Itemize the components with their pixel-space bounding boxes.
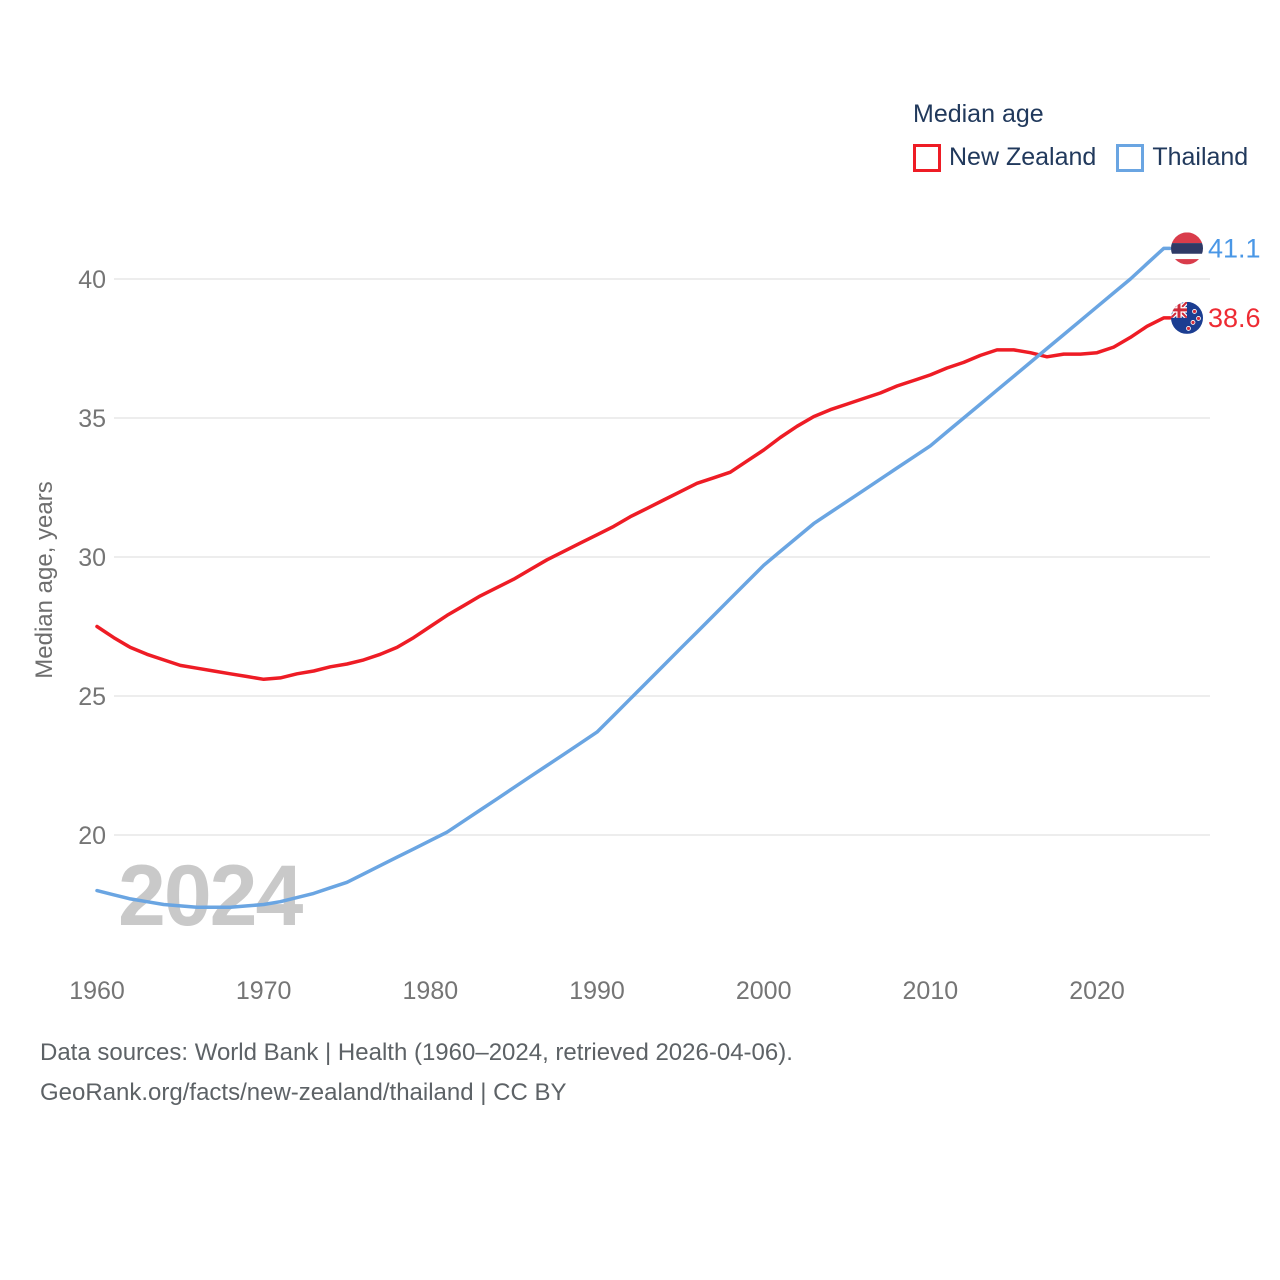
footer-attribution-link: GeoRank.org/facts/new-zealand/thailand |…: [40, 1079, 567, 1106]
thailand-flag-icon: [1171, 232, 1203, 265]
thailand-line: [95, 246, 1172, 910]
new-zealand-flag-icon: [1171, 301, 1203, 334]
footer: Data sources: World Bank | Health (1960–…: [40, 1033, 793, 1113]
y-tick-label-30: 30: [78, 544, 106, 572]
legend-label-new-zealand: New Zealand: [949, 143, 1097, 171]
legend-items: New Zealand Thailand: [913, 143, 1248, 172]
x-tick-label-2020: 2020: [1069, 977, 1125, 1005]
x-tick-label-1980: 1980: [403, 977, 459, 1005]
legend-item-new-zealand[interactable]: New Zealand: [913, 143, 1096, 172]
y-tick-label-20: 20: [78, 822, 106, 850]
thailand-color-swatch: [1116, 143, 1145, 172]
new-zealand-line: [95, 316, 1172, 682]
new-zealand-color-swatch: [913, 143, 941, 172]
legend: Median age New Zealand Thailand: [913, 100, 1248, 172]
y-axis-title: Median age, years: [31, 481, 58, 678]
y-tick-label-25: 25: [78, 683, 106, 711]
x-tick-label-1960: 1960: [69, 977, 125, 1005]
x-tick-label-2000: 2000: [736, 977, 792, 1005]
legend-item-thailand[interactable]: Thailand: [1116, 143, 1248, 172]
y-tick-label-40: 40: [78, 266, 106, 294]
thailand-end-value-label: 41.1: [1208, 233, 1261, 263]
new-zealand-end-value-label: 38.6: [1208, 303, 1261, 333]
year-watermark: 2024: [118, 848, 303, 944]
x-tick-label-1970: 1970: [236, 977, 292, 1005]
footer-data-sources: Data sources: World Bank | Health (1960–…: [40, 1039, 793, 1066]
x-tick-label-1990: 1990: [569, 977, 625, 1005]
legend-title: Median age: [913, 100, 1044, 128]
legend-label-thailand: Thailand: [1152, 143, 1249, 171]
y-tick-label-35: 35: [78, 405, 106, 433]
x-tick-label-2010: 2010: [903, 977, 959, 1005]
